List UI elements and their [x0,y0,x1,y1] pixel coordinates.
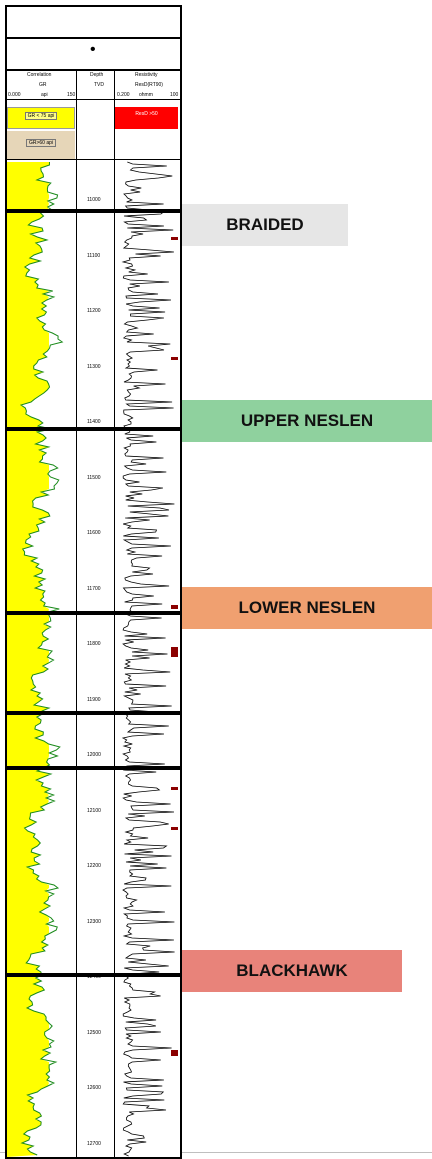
resistivity-curve [121,161,175,1157]
depth-tick-label: 12600 [87,1085,101,1091]
depth-tick-label: 11500 [87,474,101,481]
res-fill-legend: ResD >50 [115,107,178,129]
scale-underline [7,99,180,100]
res-high-fill [171,1050,178,1056]
gr-sand-fill [7,162,49,1157]
depth-tick-label: 11900 [87,696,101,703]
depth-tick-label: 12700 [87,1140,101,1147]
res-high-fill [171,827,178,830]
log-curves [7,161,178,1157]
depth-tick-label: 12200 [87,863,101,869]
legend-underline [7,159,180,160]
depth-tick-label: 11700 [87,585,101,592]
zone-label-blackhawk: BLACKHAWK [182,950,402,992]
curve-name-resd: ResD(RT90) [135,82,163,88]
res-scale-min: 0.200 [117,92,130,98]
curve-name-gr: GR [39,82,47,88]
res-high-fill [171,605,178,609]
formation-top-line [7,766,180,771]
depth-tick-label: 11800 [87,641,101,647]
res-high-fill [171,237,178,240]
header-dot: • [90,41,96,58]
header-blank-row [7,7,180,39]
gr-scale-unit: api [41,92,48,98]
res-fill-legend-label: ResD >50 [135,111,158,117]
formation-top-line [7,209,180,214]
depth-tick-label: 12000 [87,752,101,758]
res-high-fill [171,647,178,657]
depth-tick-label: 11300 [87,363,101,370]
res-high-fill [171,357,178,360]
zone-label-lower-neslen: LOWER NESLEN [182,587,432,629]
depth-tick-label: 12100 [87,807,101,814]
res-scale-unit: ohmm [139,92,153,98]
gr-fill-legend-sand: GR < 75 api [7,107,75,129]
depth-tick-label: 11400 [87,419,101,425]
zone-label-upper-neslen: UPPER NESLEN [182,400,432,442]
depth-tick-label: 11100 [87,252,101,259]
zone-label-braided: BRAIDED [182,204,348,246]
gr-fill-legend-shale: GR>60 api [7,131,75,159]
track-title-resistivity: Resistivity [135,72,158,78]
depth-tick-label: 12300 [87,918,101,925]
track-title-correlation: Correlation [27,72,52,78]
formation-top-line [7,427,180,432]
gr-fill-legend-shale-label: GR>60 api [25,139,57,147]
depth-tick-label: 11600 [87,530,101,536]
formation-top-line [7,610,180,615]
gr-scale-min: 0.000 [8,92,21,98]
depth-tick-label: 11000 [87,197,101,203]
res-high-fill [171,787,178,790]
depth-tick-label: 12500 [87,1029,101,1036]
formation-top-line [7,711,180,716]
header-dot-row: • [7,37,180,71]
gr-fill-legend-sand-label: GR < 75 api [24,112,58,120]
track-title-depth: Depth [90,72,104,78]
gr-curve [19,161,64,1156]
formation-top-line [7,973,180,978]
page-rule [182,1152,432,1153]
curve-name-tvd: TVD [94,82,104,88]
depth-tick-label: 11200 [87,308,101,314]
gr-scale-max: 150 [67,92,76,98]
well-log-panel: • Correlation Depth Resistivity GR TVD R… [5,5,182,1159]
res-scale-max: 100 [170,92,179,98]
page-rule-left [0,1152,5,1153]
